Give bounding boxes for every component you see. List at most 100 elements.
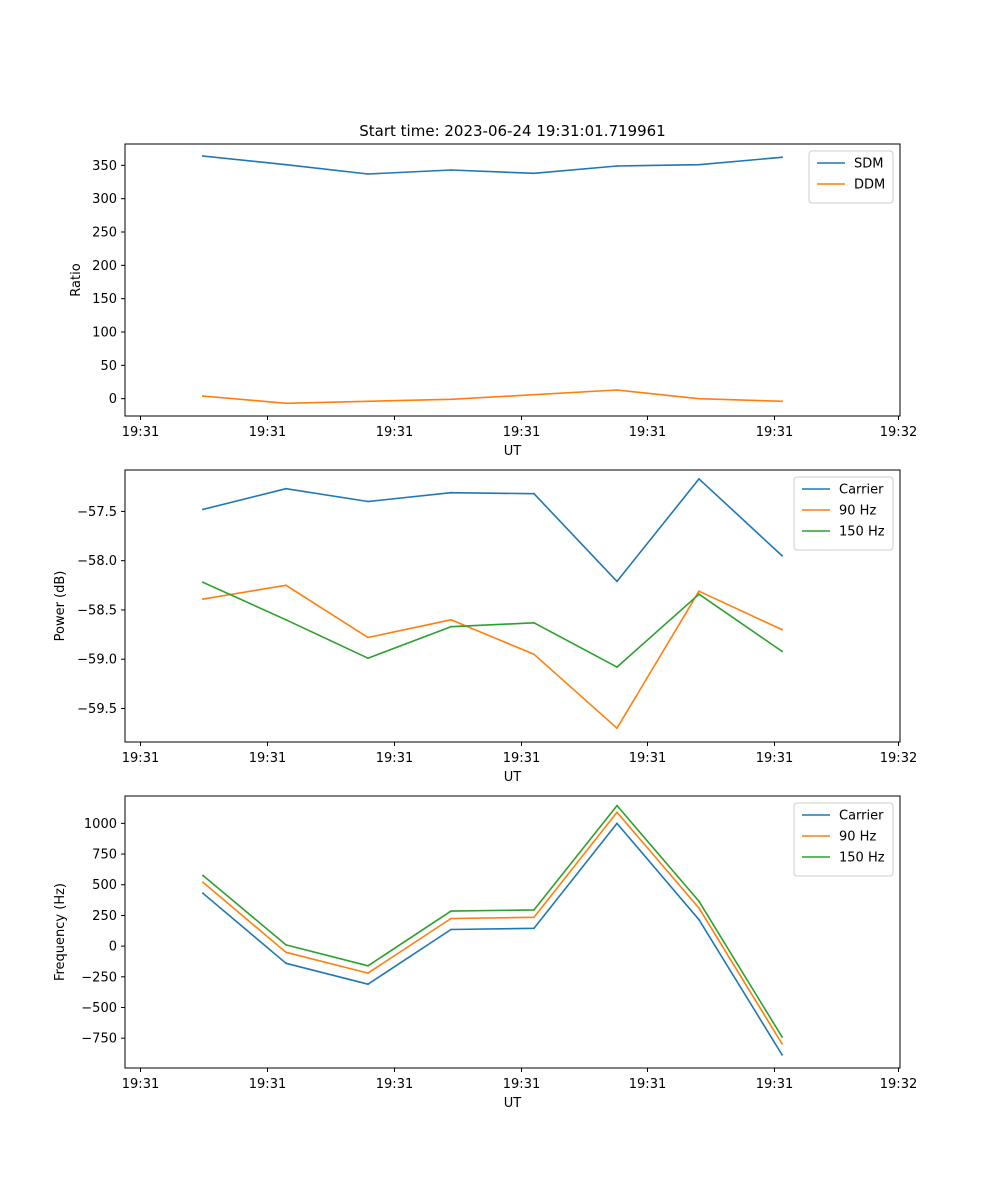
data-point [367, 173, 369, 175]
x-tick-label: 19:31 [503, 425, 540, 440]
data-point [285, 618, 287, 621]
legend: Carrier 90 Hz 150 Hz [793, 802, 894, 877]
data-point [698, 478, 700, 480]
data-point [533, 621, 535, 624]
data-point [533, 393, 535, 396]
data-point [698, 397, 700, 400]
data-point [616, 727, 618, 730]
plot-frame [124, 469, 901, 743]
data-point [285, 951, 287, 954]
series-line-carrier [201, 822, 784, 1056]
legend-box [808, 150, 894, 204]
data-point [781, 1042, 783, 1045]
y-tick-label: −57.5 [77, 505, 117, 520]
data-point [367, 400, 369, 403]
x-tick-label: 19:32 [880, 425, 917, 440]
data-point [533, 916, 535, 919]
data-point [533, 492, 535, 495]
series-line-carrier [202, 478, 784, 583]
series-line-ddm [202, 389, 783, 405]
y-tick-label: 200 [92, 259, 117, 274]
data-point [781, 554, 783, 557]
data-point [202, 892, 204, 895]
y-tick-label: 300 [92, 192, 117, 207]
x-tick-label: 19:31 [629, 425, 666, 440]
data-point [202, 581, 204, 584]
x-tick-label: 19:31 [629, 1077, 666, 1092]
data-point [781, 400, 783, 403]
x-tick-label: 19:31 [249, 1077, 286, 1092]
data-point [616, 389, 618, 391]
y-tick-label: −500 [81, 1001, 117, 1016]
chart-title: Start time: 2023-06-24 19:31:01.719961 [359, 122, 665, 140]
series-line-90-hz [202, 584, 784, 730]
data-point [202, 598, 204, 600]
data-point [533, 909, 535, 911]
data-point [285, 402, 287, 405]
data-point [698, 163, 700, 166]
data-point [367, 636, 369, 639]
y-axis-label: Ratio [69, 263, 84, 296]
x-tick-label: 19:32 [880, 1077, 917, 1092]
data-point [450, 491, 452, 494]
panel-3: 19:31 19:31 19:31 19:31 19:31 19:31 19:32 UT −75… [53, 795, 917, 1111]
data-point [533, 172, 535, 175]
series-line-150-hz [201, 804, 784, 1038]
y-tick-label: −250 [81, 970, 117, 985]
data-point [285, 487, 287, 490]
x-tick-label: 19:31 [122, 425, 159, 440]
y-tick-label: 150 [92, 292, 117, 307]
y-tick-label: 250 [92, 226, 117, 241]
data-point [285, 944, 287, 946]
plot-frame [124, 143, 901, 417]
y-tick-label: 0 [109, 392, 117, 407]
x-tick-label: 19:31 [249, 751, 286, 766]
data-point [616, 580, 618, 583]
legend: SDM DDM [808, 150, 894, 204]
x-tick-label: 19:31 [503, 751, 540, 766]
x-tick-label: 19:31 [122, 1077, 159, 1092]
legend-label: 150 Hz [839, 525, 885, 540]
data-point [202, 881, 204, 884]
y-tick-label: 750 [92, 848, 117, 863]
legend-label: 90 Hz [839, 830, 876, 845]
data-point [202, 508, 204, 511]
data-point [367, 500, 369, 503]
y-tick-label: 50 [100, 359, 117, 374]
data-point [781, 1053, 783, 1056]
data-point [367, 983, 369, 986]
data-point [698, 593, 700, 596]
data-point [533, 653, 535, 656]
data-point [781, 650, 783, 653]
panel-1: 19:31 19:31 19:31 19:31 19:31 19:31 19:32 UT 0 50… [69, 143, 917, 459]
data-point [616, 811, 618, 814]
x-tick-label: 19:31 [122, 751, 159, 766]
y-tick-label: −59.5 [77, 702, 117, 717]
data-point [781, 628, 783, 631]
data-point [698, 918, 700, 921]
y-tick-label: −59.0 [77, 653, 117, 668]
data-point [698, 900, 700, 903]
y-axis-label: Power (dB) [53, 571, 68, 642]
x-tick-label: 19:31 [249, 425, 286, 440]
data-point [450, 618, 452, 621]
y-tick-label: 0 [109, 940, 117, 955]
data-point [285, 163, 287, 166]
plot-frame [124, 795, 901, 1069]
data-point [450, 169, 452, 171]
series-line-sdm [202, 155, 783, 175]
y-axis-label: Frequency (Hz) [53, 883, 68, 981]
data-point [202, 874, 204, 877]
panel-2: 19:31 19:31 19:31 19:31 19:31 19:31 19:32 UT −59… [53, 469, 917, 785]
data-point [616, 804, 618, 807]
data-point [781, 1036, 783, 1038]
x-axis-label: UT [504, 444, 522, 459]
data-point [450, 398, 452, 401]
data-point [616, 666, 618, 668]
x-tick-label: 19:31 [376, 1077, 413, 1092]
x-tick-label: 19:32 [880, 751, 917, 766]
data-point [202, 155, 204, 157]
x-tick-label: 19:31 [756, 1077, 793, 1092]
data-point [450, 910, 452, 912]
